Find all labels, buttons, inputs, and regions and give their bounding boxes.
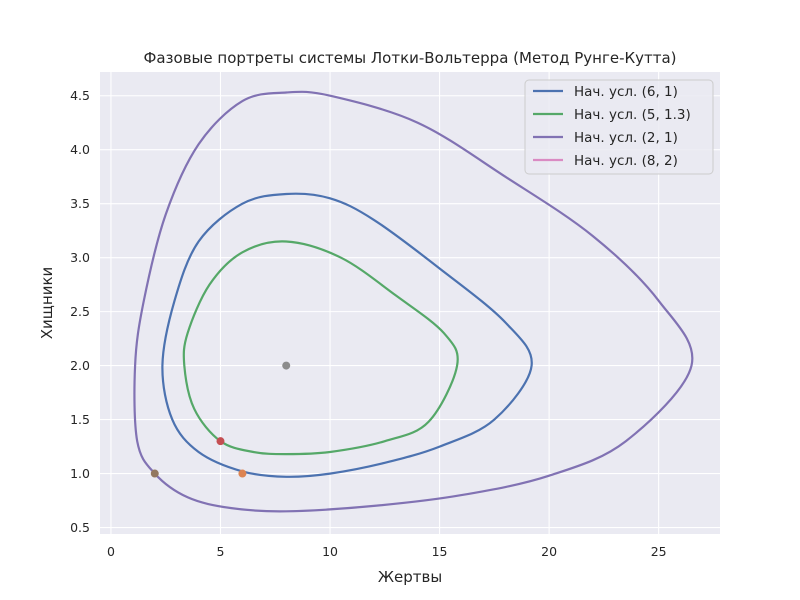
x-tick-label: 10 bbox=[322, 544, 338, 559]
series-0-curve bbox=[161, 192, 533, 478]
y-tick-label: 1.0 bbox=[70, 466, 90, 481]
y-tick-label: 2.0 bbox=[70, 358, 90, 373]
legend: Нач. усл. (6, 1) Нач. усл. (5, 1.3) Нач. у… bbox=[524, 79, 714, 175]
x-tick-labels: 0 5 10 15 20 25 bbox=[107, 544, 667, 559]
x-tick-label: 5 bbox=[217, 544, 225, 559]
x-tick-label: 15 bbox=[432, 544, 448, 559]
y-tick-label: 3.0 bbox=[70, 250, 90, 265]
series-0-start-point bbox=[238, 469, 247, 478]
equilibrium-point bbox=[282, 361, 291, 370]
series-1-start-point bbox=[216, 437, 225, 446]
legend-label-1: Нач. усл. (5, 1.3) bbox=[574, 107, 691, 123]
grid bbox=[100, 72, 720, 534]
series-2-start-point bbox=[150, 469, 159, 478]
legend-label-2: Нач. усл. (2, 1) bbox=[574, 130, 678, 146]
y-tick-label: 3.5 bbox=[70, 196, 90, 211]
x-tick-label: 0 bbox=[107, 544, 115, 559]
y-tick-label: 1.5 bbox=[70, 412, 90, 427]
legend-box bbox=[524, 79, 714, 175]
y-tick-label: 4.5 bbox=[70, 88, 90, 103]
x-tick-label: 25 bbox=[651, 544, 667, 559]
series-2-curve bbox=[133, 90, 694, 513]
y-tick-label: 2.5 bbox=[70, 304, 90, 319]
phase-curves bbox=[133, 90, 694, 513]
legend-label-3: Нач. усл. (8, 2) bbox=[574, 153, 678, 169]
series-1-curve bbox=[182, 240, 459, 456]
y-tick-label: 4.0 bbox=[70, 142, 90, 157]
y-tick-labels: 0.5 1.0 1.5 2.0 2.5 3.0 3.5 4.0 4.5 bbox=[70, 88, 90, 535]
markers bbox=[150, 361, 291, 478]
chart-title: Фазовые портреты системы Лотки-Вольтерра… bbox=[143, 49, 676, 67]
legend-label-0: Нач. усл. (6, 1) bbox=[574, 84, 678, 100]
y-tick-label: 0.5 bbox=[70, 520, 90, 535]
x-axis-label: Жертвы bbox=[378, 568, 442, 586]
x-tick-label: 20 bbox=[541, 544, 557, 559]
y-axis-label: Хищники bbox=[38, 267, 56, 340]
